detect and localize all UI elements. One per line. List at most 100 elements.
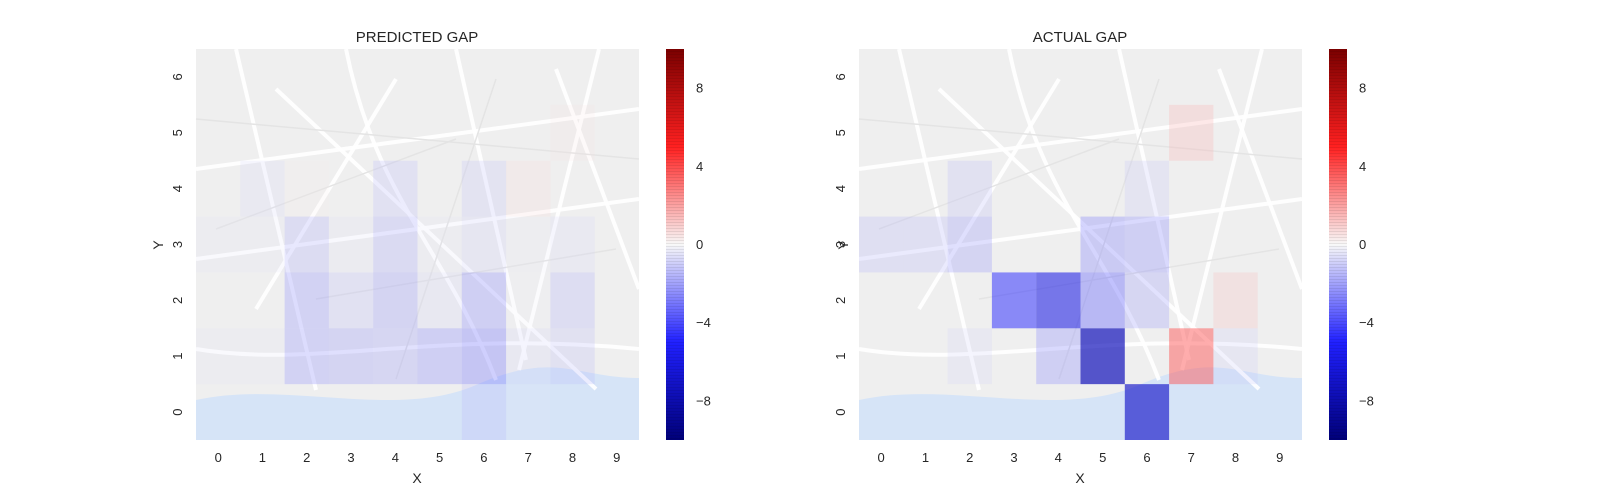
colorbar-tick-label: −4 <box>696 315 711 330</box>
heatmap-cell <box>1124 216 1170 273</box>
heatmap-cell <box>417 216 462 273</box>
x-tick-label: 7 <box>525 450 532 465</box>
x-axis-label: X <box>1075 470 1085 486</box>
map-street <box>274 87 598 391</box>
y-tick-label: 2 <box>833 297 848 304</box>
heatmap-cells <box>196 104 595 440</box>
heatmap-cell <box>461 272 507 329</box>
map-street <box>454 48 528 361</box>
heatmap-cell <box>284 160 329 217</box>
map-street <box>554 68 641 290</box>
map-street <box>195 197 640 261</box>
colorbar-tick-label: 0 <box>1359 237 1366 252</box>
y-tick-label: 4 <box>833 185 848 192</box>
map-street <box>978 248 1280 300</box>
y-tick-label: 1 <box>833 353 848 360</box>
map-river <box>196 367 639 440</box>
heatmap-cell <box>506 272 551 329</box>
chart-title: ACTUAL GAP <box>1033 29 1127 46</box>
y-tick-labels: 0 1 2 3 4 5 6 <box>170 73 185 415</box>
heatmap-cell <box>550 272 595 329</box>
map-street <box>858 118 1303 160</box>
y-tick-label: 4 <box>170 185 185 192</box>
heatmap-cell <box>373 272 418 329</box>
y-tick-label: 5 <box>833 129 848 136</box>
heatmap-cell <box>550 328 595 385</box>
heatmap-cell <box>506 384 551 440</box>
y-tick-label: 6 <box>170 73 185 80</box>
y-tick-label: 1 <box>170 353 185 360</box>
heatmap-cell <box>1080 328 1125 385</box>
colorbar-tick-label: 8 <box>1359 81 1366 96</box>
heatmap-cell <box>1124 384 1170 440</box>
colorbar-tick-label: 4 <box>696 159 703 174</box>
map-street <box>195 341 640 357</box>
colorbar-tick-label: −8 <box>696 393 711 408</box>
heatmap-cell <box>284 216 329 273</box>
x-tick-label: 6 <box>1143 450 1150 465</box>
x-tick-label: 8 <box>569 450 576 465</box>
heatmap-cell <box>947 328 992 385</box>
heatmap-cell <box>1124 272 1170 329</box>
heatmap-cell <box>461 384 507 440</box>
map-background <box>195 48 641 440</box>
heatmap-cell <box>328 328 374 385</box>
x-tick-label: 3 <box>347 450 354 465</box>
heatmap-cell <box>196 328 241 385</box>
heatmap-cell <box>1036 272 1081 329</box>
y-tick-label: 0 <box>170 408 185 415</box>
heatmap-cell <box>284 328 329 385</box>
x-tick-label: 9 <box>613 450 620 465</box>
heatmap-cell <box>991 272 1037 329</box>
heatmap-cell <box>1213 328 1258 385</box>
colorbar-tick-label: 8 <box>696 81 703 96</box>
y-tick-label: 3 <box>833 241 848 248</box>
heatmap-cell <box>240 216 285 273</box>
heatmap-cell <box>1036 328 1081 385</box>
x-tick-label: 0 <box>877 450 884 465</box>
y-tick-labels: 0 1 2 3 4 5 6 <box>833 73 848 415</box>
heatmap-cell <box>461 328 507 385</box>
x-tick-label: 1 <box>922 450 929 465</box>
x-tick-label: 5 <box>436 450 443 465</box>
map-street <box>234 48 318 391</box>
heatmap-cell <box>859 216 904 273</box>
map-street <box>1007 48 1161 381</box>
colorbar: 8 4 0 −4 −8 <box>666 49 711 440</box>
heatmap-cell <box>461 160 507 217</box>
map-street <box>897 48 981 391</box>
map-street <box>878 138 1120 230</box>
x-tick-label: 7 <box>1188 450 1195 465</box>
heatmap-cell <box>550 216 595 273</box>
x-tick-labels: 0 1 2 3 4 5 6 7 8 9 <box>215 450 621 465</box>
x-tick-labels: 0 1 2 3 4 5 6 7 8 9 <box>877 450 1283 465</box>
panel-actual-gap: ACTUAL GAP 0 1 2 3 4 5 6 7 8 9 0 1 2 3 4 5 6 X Y 8 4 0 −4 −… <box>833 29 1374 486</box>
x-tick-label: 2 <box>966 450 973 465</box>
y-tick-label: 2 <box>170 297 185 304</box>
map-street <box>1180 48 1264 371</box>
map-street <box>858 341 1303 357</box>
map-street <box>917 77 1061 311</box>
map-street <box>517 48 601 371</box>
heatmap-cell <box>506 216 551 273</box>
heatmap-cell <box>506 160 551 217</box>
x-tick-label: 4 <box>392 450 399 465</box>
heatmap-cell <box>1213 272 1258 329</box>
map-street <box>395 78 497 380</box>
map-street <box>195 118 640 160</box>
x-tick-label: 5 <box>1099 450 1106 465</box>
heatmap-cell <box>373 216 418 273</box>
heatmap-cell <box>1124 160 1170 217</box>
colorbar: 8 4 0 −4 −8 <box>1329 49 1374 440</box>
heatmap-cell <box>506 328 551 385</box>
y-tick-label: 3 <box>170 241 185 248</box>
heatmap-cell <box>947 216 992 273</box>
heatmap-cell <box>328 216 374 273</box>
map-street <box>1058 78 1160 380</box>
heatmap-cell <box>947 160 992 217</box>
heatmap-cell <box>196 216 241 273</box>
colorbar-tick-label: −8 <box>1359 393 1374 408</box>
heatmap-cell <box>550 104 595 161</box>
heatmap-cell <box>373 328 418 385</box>
